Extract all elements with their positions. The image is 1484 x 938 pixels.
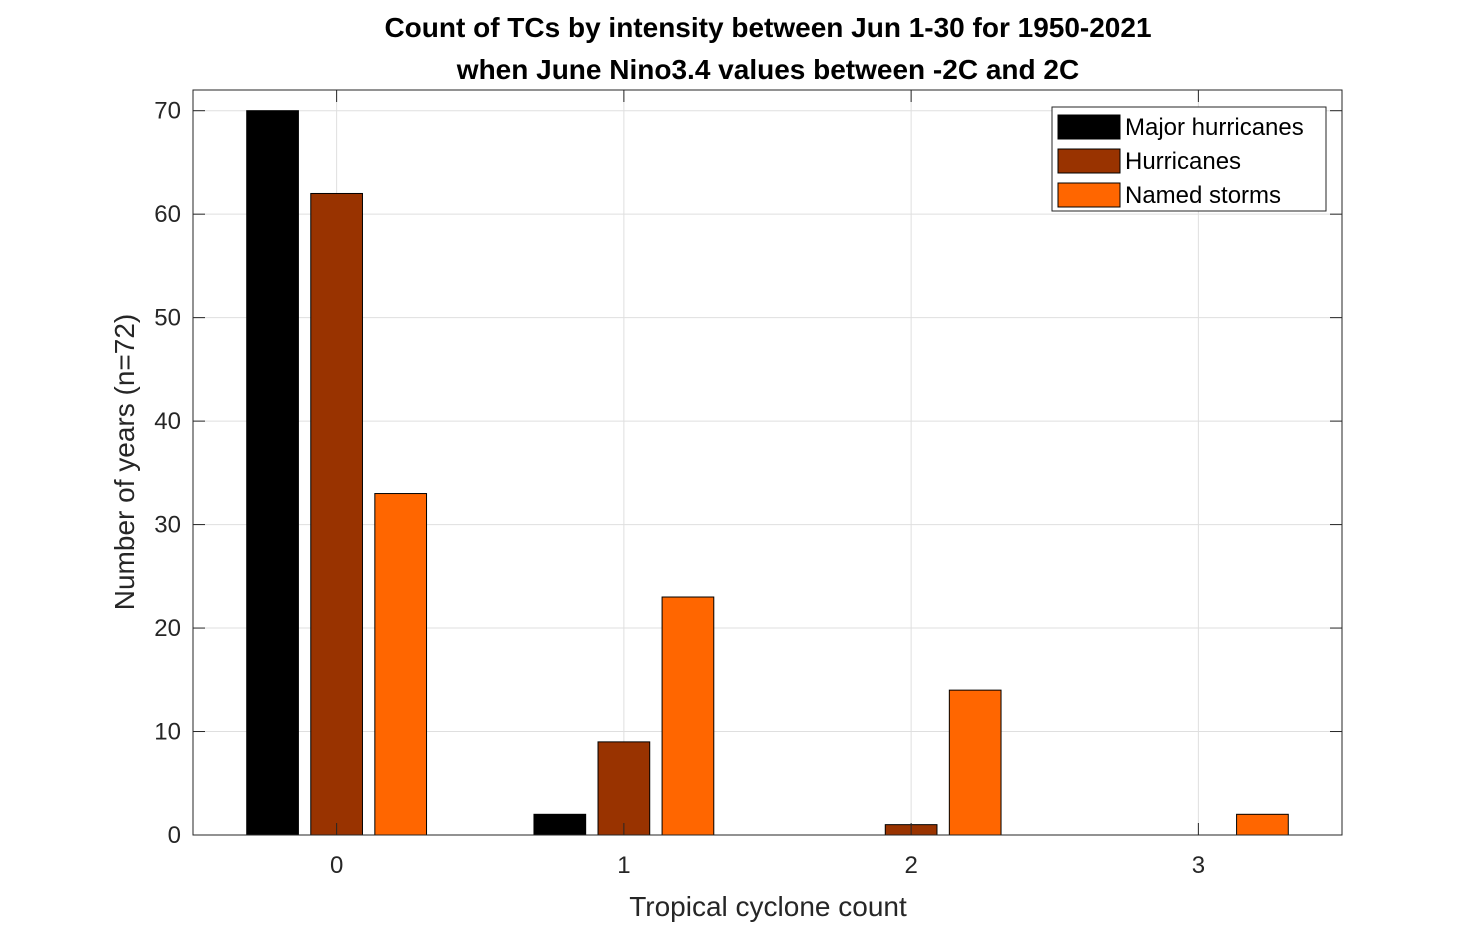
x-tick-label: 2	[904, 852, 917, 879]
legend-swatch	[1057, 182, 1121, 208]
x-tick-label: 1	[617, 852, 630, 879]
legend-swatch	[1057, 114, 1121, 140]
legend-label: Hurricanes	[1125, 148, 1241, 175]
bar-named-storms-2	[948, 689, 1002, 836]
bar-named-storms-0	[374, 493, 428, 836]
y-tick-label: 20	[154, 615, 181, 642]
bar-hurricanes-0	[310, 192, 363, 836]
legend: Major hurricanes Hurricanes Named storms	[1051, 106, 1327, 212]
chart-title-line-2: when June Nino3.4 values between -2C and…	[456, 54, 1079, 85]
y-tick-label: 40	[154, 408, 181, 435]
x-tick-label: 3	[1192, 852, 1205, 879]
y-tick-labels: 0 10 20 30 40 50 60 70	[154, 98, 181, 849]
legend-label: Named storms	[1125, 182, 1281, 209]
y-axis-label: Number of years (n=72)	[109, 314, 140, 610]
x-tick-label: 0	[330, 852, 343, 879]
bar-named-storms-1	[661, 596, 715, 836]
y-tick-label: 50	[154, 305, 181, 332]
axes-box	[192, 89, 1343, 836]
bar-hurricanes-1	[597, 741, 651, 836]
bar-major-hurricanes-0	[246, 110, 299, 836]
y-tick-label: 70	[154, 98, 181, 125]
y-tick-label: 10	[154, 719, 181, 746]
y-tick-label: 30	[154, 512, 181, 539]
bars-group	[246, 110, 1289, 836]
y-tick-label: 60	[154, 201, 181, 228]
tick-marks	[193, 90, 1342, 836]
x-tick-labels: 0 1 2 3	[330, 852, 1205, 879]
legend-label: Major hurricanes	[1125, 114, 1304, 141]
chart-title-line-1: Count of TCs by intensity between Jun 1-…	[384, 12, 1151, 43]
y-tick-label: 0	[168, 822, 181, 849]
bar-major-hurricanes-1	[533, 813, 587, 836]
x-axis-label: Tropical cyclone count	[629, 891, 907, 922]
legend-swatch	[1057, 148, 1121, 174]
bar-named-storms-3	[1236, 813, 1289, 836]
